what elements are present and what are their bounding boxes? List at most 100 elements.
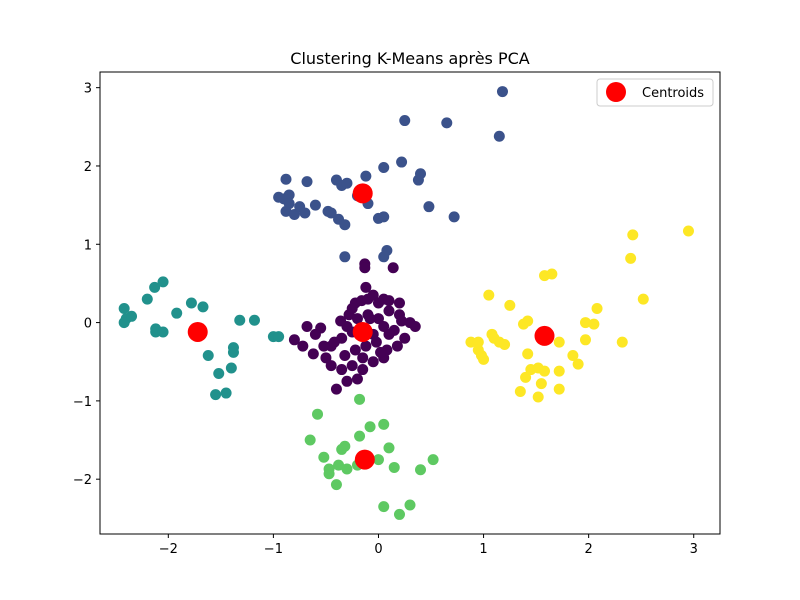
data-point-cluster-0: [370, 336, 382, 348]
data-point-cluster-1: [415, 168, 427, 180]
data-point-cluster-4: [567, 349, 579, 361]
data-point-cluster-0: [383, 305, 395, 317]
data-point-cluster-3: [341, 463, 353, 475]
data-point-cluster-4: [579, 317, 591, 329]
legend-label: Centroids: [642, 86, 704, 101]
data-point-cluster-4: [535, 378, 547, 390]
data-point-cluster-2: [157, 326, 169, 338]
legend-box: [596, 78, 714, 107]
data-point-cluster-0: [339, 349, 351, 361]
data-point-cluster-0: [391, 340, 403, 352]
y-axis: −2 −1 0 1 2 3: [73, 82, 100, 488]
data-point-cluster-4: [483, 289, 495, 301]
data-point-cluster-3: [388, 461, 400, 473]
data-point-cluster-0: [351, 313, 363, 325]
data-point-cluster-0: [346, 302, 358, 314]
data-point-cluster-2: [225, 362, 237, 374]
chart-title: Clustering K-Means après PCA: [290, 49, 529, 68]
data-point-cluster-1: [309, 199, 321, 211]
data-point-cluster-1: [399, 115, 411, 127]
data-point-cluster-4: [504, 299, 516, 311]
data-point-cluster-0: [336, 364, 348, 376]
data-point-cluster-4: [627, 229, 639, 241]
data-point-cluster-3: [427, 454, 439, 466]
data-point-cluster-0: [364, 313, 376, 325]
y-tick-label: −1: [73, 395, 92, 410]
data-point-cluster-0: [346, 360, 358, 372]
data-point-cluster-1: [493, 130, 505, 142]
data-point-cluster-2: [248, 314, 260, 326]
data-point-cluster-4: [532, 391, 544, 403]
data-point-cluster-0: [367, 356, 379, 368]
data-point-cluster-0: [383, 328, 395, 340]
data-point-cluster-2: [202, 349, 214, 361]
data-point-cluster-0: [297, 340, 309, 352]
x-tick-label: −2: [159, 542, 178, 557]
data-point-cluster-4: [637, 293, 649, 305]
data-point-cluster-2: [197, 301, 209, 313]
data-point-cluster-4: [553, 383, 565, 395]
data-point-cluster-1: [381, 245, 393, 257]
data-point-cluster-4: [616, 336, 628, 348]
data-point-cluster-2: [227, 342, 239, 354]
data-point-cluster-0: [318, 340, 330, 352]
data-point-cluster-1: [396, 156, 408, 168]
data-point-cluster-1: [299, 207, 311, 219]
data-point-cluster-3: [354, 430, 366, 442]
y-tick-label: 3: [84, 82, 92, 97]
x-tick-label: 3: [690, 542, 698, 557]
y-tick-label: −2: [73, 473, 92, 488]
data-point-cluster-1: [288, 209, 300, 221]
plot-frame: [99, 71, 721, 535]
data-point-cluster-3: [304, 434, 316, 446]
centroid-marker: [354, 449, 375, 470]
points-layer: [118, 86, 694, 520]
data-point-cluster-3: [312, 408, 324, 420]
data-point-cluster-0: [409, 320, 421, 332]
data-point-cluster-2: [126, 310, 138, 322]
data-point-cluster-3: [364, 421, 376, 433]
centroid-marker: [534, 325, 555, 346]
data-point-cluster-3: [415, 464, 427, 476]
data-point-cluster-2: [210, 389, 222, 401]
data-point-cluster-3: [404, 499, 416, 511]
data-point-cluster-4: [553, 336, 565, 348]
data-point-cluster-4: [682, 225, 694, 237]
data-point-cluster-2: [171, 307, 183, 319]
data-point-cluster-4: [520, 371, 532, 383]
data-point-cluster-3: [330, 479, 342, 491]
data-point-cluster-3: [318, 451, 330, 463]
data-point-cluster-0: [325, 360, 337, 372]
x-tick-label: −1: [264, 542, 283, 557]
centroid-layer: [187, 183, 555, 470]
data-point-cluster-2: [118, 317, 130, 329]
data-point-cluster-1: [378, 211, 390, 223]
data-point-cluster-3: [372, 454, 384, 466]
data-point-cluster-2: [149, 281, 161, 293]
data-point-cluster-1: [339, 219, 351, 231]
centroid-marker: [187, 321, 208, 342]
data-point-cluster-2: [141, 293, 153, 305]
y-tick-label: 1: [84, 238, 92, 253]
data-point-cluster-0: [399, 332, 411, 344]
data-point-cluster-4: [546, 268, 558, 280]
data-point-cluster-1: [280, 173, 292, 185]
data-point-cluster-4: [588, 318, 600, 330]
data-point-cluster-1: [441, 117, 453, 129]
legend: Centroids: [596, 78, 714, 107]
data-point-cluster-4: [472, 336, 484, 348]
data-point-cluster-0: [359, 262, 371, 274]
x-tick-label: 2: [585, 542, 593, 557]
data-point-cluster-1: [325, 207, 337, 219]
data-point-cluster-2: [213, 367, 225, 379]
data-point-cluster-0: [328, 336, 340, 348]
data-point-cluster-1: [378, 162, 390, 174]
data-point-cluster-3: [383, 442, 395, 454]
data-point-cluster-0: [330, 383, 342, 395]
data-point-cluster-3: [323, 468, 335, 480]
data-point-cluster-2: [220, 387, 232, 399]
data-point-cluster-0: [349, 344, 361, 356]
data-point-cluster-0: [357, 364, 369, 376]
y-tick-label: 2: [84, 160, 92, 175]
